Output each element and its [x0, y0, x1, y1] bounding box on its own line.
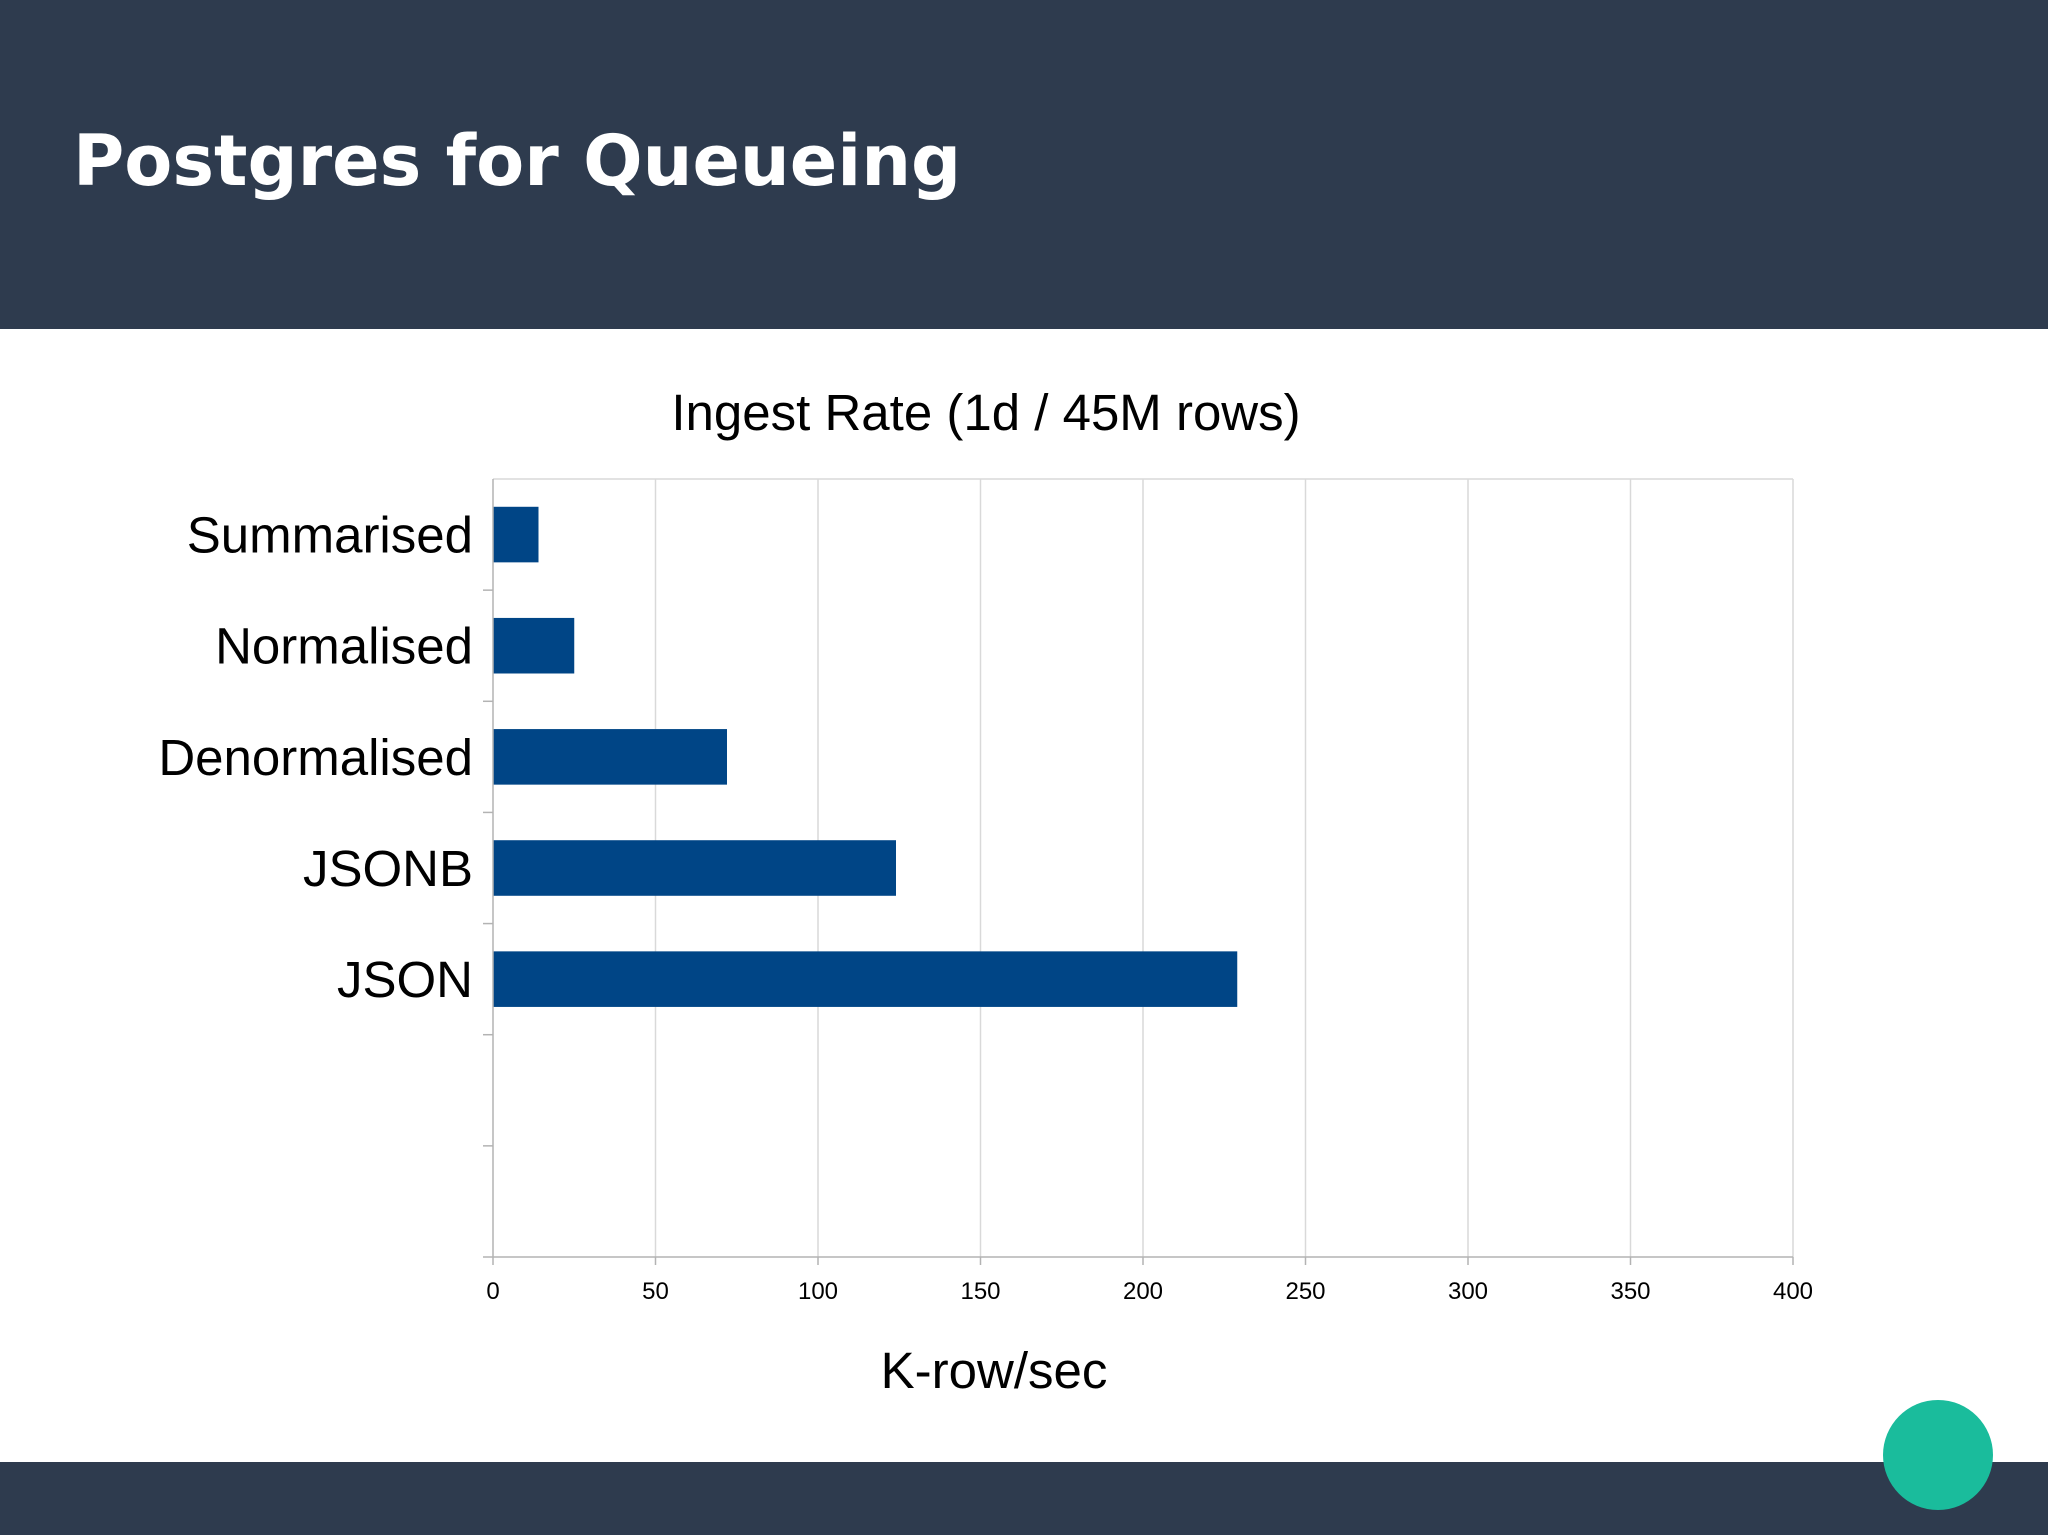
- x-tick-label-350: 350: [1610, 1278, 1650, 1305]
- x-axis-title: K-row/sec: [881, 1342, 1108, 1399]
- gridlines: [493, 478, 1794, 1257]
- slide-title: Postgres for Queueing: [73, 120, 962, 202]
- bar-json: [493, 951, 1238, 1007]
- category-label-normalised: Normalised: [215, 618, 473, 675]
- bar-denormalised: [493, 729, 727, 785]
- header-band: Postgres for Queueing: [0, 0, 2048, 329]
- x-tick-label-0: 0: [486, 1278, 499, 1305]
- category-label-denormalised: Denormalised: [158, 729, 473, 786]
- axes: [483, 479, 1794, 1265]
- x-tick-label-400: 400: [1773, 1278, 1813, 1305]
- category-label-summarised: Summarised: [187, 507, 473, 564]
- bar-jsonb: [493, 840, 896, 896]
- x-tick-label-250: 250: [1285, 1278, 1325, 1305]
- category-label-json: JSON: [337, 951, 473, 1008]
- accent-dot: [1883, 1400, 1993, 1510]
- x-tick-label-300: 300: [1448, 1278, 1488, 1305]
- bar-summarised: [493, 506, 539, 563]
- category-label-jsonb: JSONB: [303, 840, 473, 897]
- x-tick-label-100: 100: [798, 1278, 838, 1305]
- labels: 0 50 100 150 200 250 300 350 400 Summarised Normal…: [158, 507, 1813, 1305]
- x-tick-label-200: 200: [1123, 1278, 1163, 1305]
- footer-band: [0, 1462, 2048, 1535]
- bar-normalised: [493, 617, 575, 674]
- bars: [493, 506, 1238, 1007]
- x-tick-label-150: 150: [960, 1278, 1000, 1305]
- chart-title: Ingest Rate (1d / 45M rows): [671, 384, 1300, 441]
- x-tick-label-50: 50: [642, 1278, 669, 1305]
